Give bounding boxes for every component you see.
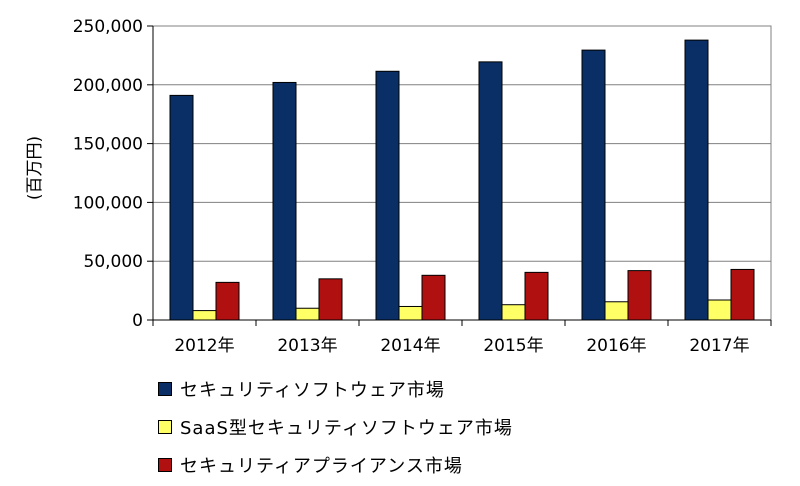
bar-series-1-1 bbox=[295, 307, 320, 321]
bar-series-1-2 bbox=[398, 305, 423, 321]
plot-area bbox=[169, 39, 755, 321]
y-tick-label: 250,000 bbox=[73, 17, 143, 37]
x-tick-label: 2015年 bbox=[483, 336, 543, 356]
y-tick-label: 200,000 bbox=[73, 76, 143, 96]
legend-swatch-series-0 bbox=[158, 382, 172, 396]
plot-frame bbox=[152, 25, 772, 321]
bar-series-2-5 bbox=[730, 268, 755, 321]
y-tick-label: 0 bbox=[132, 311, 143, 331]
x-tick-label: 2012年 bbox=[174, 336, 234, 356]
bar-series-0-2 bbox=[375, 70, 400, 321]
y-tick-label: 100,000 bbox=[73, 193, 143, 213]
legend-item-series-1: SaaS型セキュリティソフトウェア市場 bbox=[158, 408, 513, 446]
legend-label-series-0: セキュリティソフトウェア市場 bbox=[180, 380, 445, 401]
bar-series-0-3 bbox=[478, 61, 503, 321]
x-axis: 2012年 2013年 2014年 2015年 2016年 2017年 bbox=[152, 319, 772, 356]
bar-series-0-5 bbox=[684, 39, 709, 321]
y-tick-label: 50,000 bbox=[84, 252, 143, 272]
x-tick-label: 2014年 bbox=[380, 336, 440, 356]
gridlines bbox=[152, 25, 772, 321]
bar-series-1-4 bbox=[604, 301, 629, 321]
bar-series-2-0 bbox=[215, 281, 240, 321]
bar-series-1-5 bbox=[707, 299, 732, 321]
legend-label-series-1: SaaS型セキュリティソフトウェア市場 bbox=[180, 418, 513, 439]
x-tick-label: 2016年 bbox=[586, 336, 646, 356]
bar-series-2-2 bbox=[421, 274, 446, 321]
legend-swatch-series-1 bbox=[158, 420, 172, 434]
y-axis: 0 50,000 100,000 150,000 200,000 250,000 bbox=[73, 17, 154, 331]
bar-series-2-1 bbox=[318, 278, 343, 321]
legend-label-series-2: セキュリティアプライアンス市場 bbox=[180, 456, 463, 477]
bar-series-2-4 bbox=[627, 270, 652, 321]
bar-series-0-0 bbox=[169, 94, 194, 321]
bar-series-1-3 bbox=[501, 304, 526, 321]
x-tick-label: 2017年 bbox=[689, 336, 749, 356]
legend-item-series-0: セキュリティソフトウェア市場 bbox=[158, 370, 513, 408]
legend-item-series-2: セキュリティアプライアンス市場 bbox=[158, 446, 513, 484]
bar-series-2-3 bbox=[524, 271, 549, 321]
y-tick-label: 150,000 bbox=[73, 135, 143, 155]
bar-chart: 0 50,000 100,000 150,000 200,000 250,000 2012… bbox=[25, 17, 772, 356]
bar-series-0-4 bbox=[581, 49, 606, 321]
bar-series-1-0 bbox=[192, 310, 217, 321]
bar-series-0-1 bbox=[272, 81, 297, 321]
y-axis-label: (百万円) bbox=[25, 136, 45, 200]
legend-swatch-series-2 bbox=[158, 458, 172, 472]
x-tick-label: 2013年 bbox=[277, 336, 337, 356]
legend: セキュリティソフトウェア市場 SaaS型セキュリティソフトウェア市場 セキュリテ… bbox=[158, 370, 513, 484]
